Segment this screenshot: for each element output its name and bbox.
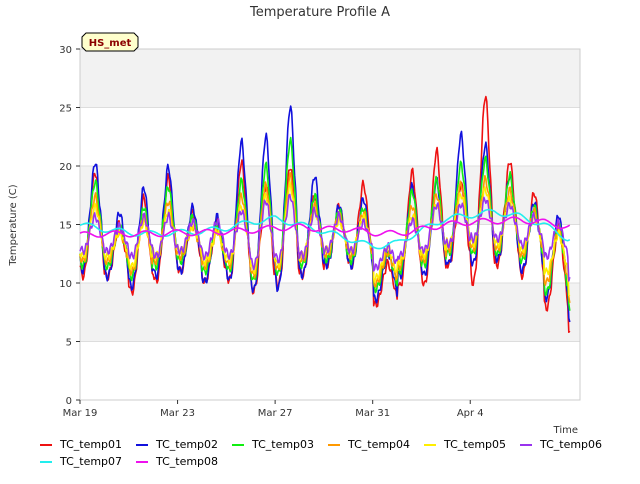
x-tick-label: Apr 4 bbox=[457, 408, 484, 419]
legend-label: TC_temp04 bbox=[348, 438, 411, 451]
x-axis-label: Time bbox=[553, 425, 578, 436]
x-tick-label: Mar 27 bbox=[258, 408, 293, 419]
legend-swatch bbox=[40, 443, 52, 446]
legend-swatch bbox=[40, 460, 52, 463]
y-tick-label: 25 bbox=[59, 104, 72, 115]
chart-legend: TC_temp01 TC_temp02 TC_temp03 TC_temp04 TC_t… bbox=[40, 436, 620, 470]
legend-swatch bbox=[520, 443, 532, 446]
y-tick-label: 15 bbox=[59, 221, 72, 232]
y-tick-label: 0 bbox=[66, 396, 72, 407]
chart-title: Temperature Profile A bbox=[249, 5, 390, 20]
legend-label: TC_temp05 bbox=[444, 438, 507, 451]
legend-label: TC_temp06 bbox=[540, 438, 603, 451]
legend-label: TC_temp07 bbox=[60, 455, 123, 468]
y-tick-label: 20 bbox=[59, 162, 72, 173]
legend-label: TC_temp08 bbox=[156, 455, 219, 468]
legend-item: TC_temp08 bbox=[136, 455, 232, 468]
y-tick-label: 30 bbox=[59, 45, 72, 56]
legend-row: TC_temp01 TC_temp02 TC_temp03 TC_temp04 TC_t… bbox=[40, 436, 620, 453]
y-axis-label: Temperature (C) bbox=[8, 184, 19, 266]
grid-band bbox=[80, 283, 580, 342]
site-badge-label: HS_met bbox=[89, 38, 132, 49]
site-badge: HS_met bbox=[81, 32, 139, 52]
legend-item: TC_temp07 bbox=[40, 455, 136, 468]
legend-item: TC_temp01 bbox=[40, 438, 136, 451]
legend-swatch bbox=[232, 443, 244, 446]
x-tick-label: Mar 23 bbox=[160, 408, 195, 419]
y-tick-label: 10 bbox=[59, 279, 72, 290]
legend-item: TC_temp05 bbox=[424, 438, 520, 451]
legend-swatch bbox=[136, 443, 148, 446]
legend-item: TC_temp03 bbox=[232, 438, 328, 451]
x-tick-label: Mar 31 bbox=[355, 408, 390, 419]
x-tick-label: Mar 19 bbox=[63, 408, 98, 419]
legend-item: TC_temp02 bbox=[136, 438, 232, 451]
legend-item: TC_temp06 bbox=[520, 438, 616, 451]
series-line-TC_temp08 bbox=[79, 216, 571, 238]
legend-label: TC_temp03 bbox=[252, 438, 315, 451]
series-line-TC_temp07 bbox=[79, 208, 571, 250]
grid-band bbox=[80, 49, 580, 108]
legend-label: TC_temp01 bbox=[60, 438, 123, 451]
legend-swatch bbox=[136, 460, 148, 463]
legend-swatch bbox=[328, 443, 340, 446]
series-line-TC_temp06 bbox=[79, 193, 571, 282]
y-tick-label: 5 bbox=[66, 338, 72, 349]
legend-label: TC_temp02 bbox=[156, 438, 219, 451]
legend-swatch bbox=[424, 443, 436, 446]
legend-item: TC_temp04 bbox=[328, 438, 424, 451]
legend-row: TC_temp07 TC_temp08 bbox=[40, 453, 620, 470]
